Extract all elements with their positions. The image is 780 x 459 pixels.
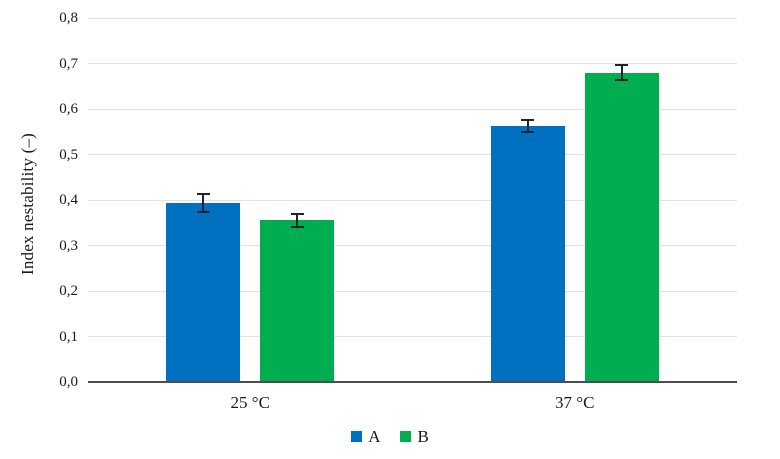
y-tick-label: 0,1 [59, 328, 78, 345]
gridline [88, 290, 737, 292]
gridline [88, 154, 737, 155]
bar-a-2 [490, 126, 565, 382]
error-bar [620, 64, 623, 81]
legend-item-b: B [400, 427, 429, 446]
legend-swatch-a [351, 431, 363, 442]
y-tick-label: 0,2 [59, 283, 78, 299]
y-tick-label: 0,7 [59, 55, 78, 72]
legend-item-a: A [351, 428, 380, 445]
y-tick-label: 0,8 [59, 10, 78, 26]
bar-a-1 [166, 203, 241, 382]
legend-label: B [417, 427, 429, 446]
x-category-label: 37 °C [555, 393, 595, 412]
bar-b-2 [584, 72, 659, 382]
y-tick-label: 0,0 [59, 374, 78, 390]
gridline [88, 336, 737, 337]
error-bar-cap [615, 63, 629, 66]
legend-label: A [368, 427, 381, 446]
error-bar-cap [290, 226, 304, 229]
error-bar [296, 213, 299, 228]
y-tick-label: 0,3 [59, 237, 78, 254]
gridline [88, 108, 737, 110]
y-tick-label: 0,5 [59, 146, 78, 163]
error-bar [526, 120, 529, 133]
error-bar-cap [290, 212, 304, 215]
gridline [88, 245, 737, 246]
gridline [88, 63, 737, 64]
error-bar-cap [196, 193, 210, 196]
error-bar-cap [521, 119, 535, 122]
error-bar-cap [196, 211, 210, 214]
error-bar-cap [615, 79, 629, 82]
gridline [88, 199, 737, 201]
y-tick-label: 0,6 [59, 101, 78, 117]
x-category-label: 25 °C [230, 393, 270, 412]
x-axis-line [88, 381, 737, 383]
bar-b-1 [260, 220, 335, 382]
error-bar-cap [521, 131, 535, 134]
legend-swatch-b [400, 431, 412, 442]
gridline [88, 17, 737, 19]
y-tick-label: 0,4 [59, 192, 78, 208]
error-bar [202, 194, 205, 213]
